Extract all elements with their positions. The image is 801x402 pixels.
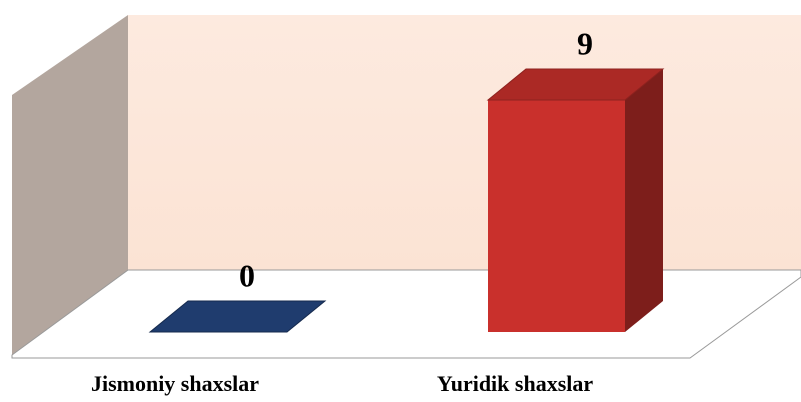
data-label: 0 [239, 257, 255, 293]
back-wall [128, 15, 801, 270]
x-tick-label: Yuridik shaxslar [437, 371, 594, 396]
bar-top [148, 300, 327, 333]
bar-front [488, 100, 625, 332]
side-wall [12, 15, 128, 355]
bar-top [486, 68, 665, 101]
bar [486, 68, 665, 332]
x-tick-label: Jismoniy shaxslar [91, 371, 259, 396]
data-label: 9 [577, 25, 593, 61]
bar-side [625, 69, 663, 332]
floor [11, 269, 801, 359]
bar [148, 300, 327, 333]
